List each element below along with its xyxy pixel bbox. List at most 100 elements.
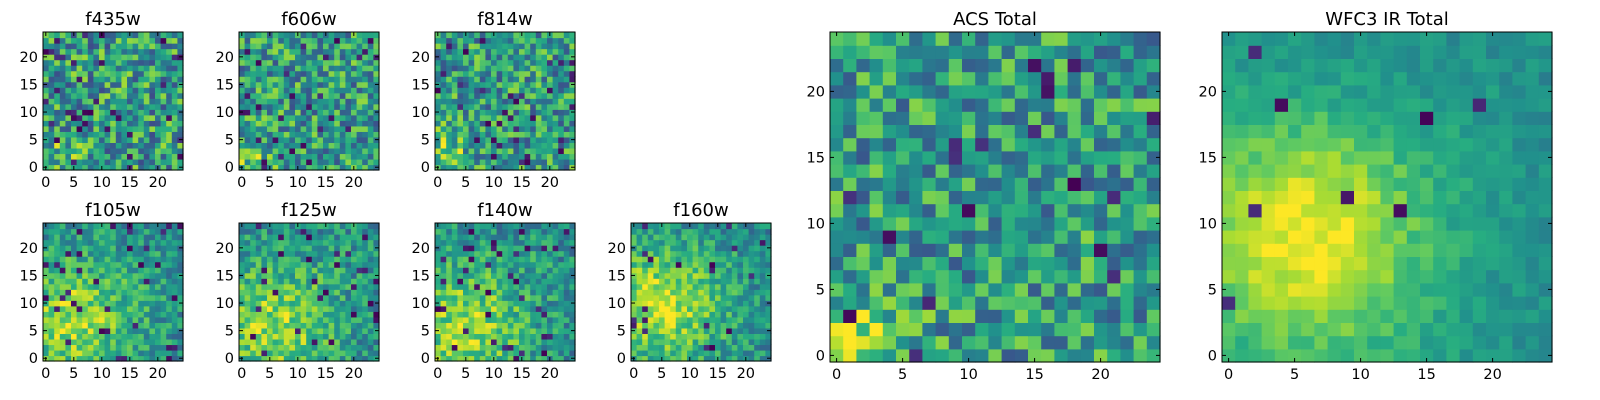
heatmap-cell bbox=[59, 300, 66, 307]
heatmap-cell bbox=[552, 294, 559, 301]
heatmap-cell bbox=[87, 272, 94, 279]
heatmap-cell bbox=[171, 239, 178, 246]
heatmap-cell bbox=[748, 349, 755, 357]
heatmap-cell bbox=[485, 125, 492, 132]
heatmap-cell bbox=[446, 261, 453, 268]
heatmap-cell bbox=[317, 278, 324, 285]
heatmap-cell bbox=[507, 120, 514, 127]
heatmap-cell bbox=[642, 283, 649, 290]
heatmap-cell bbox=[351, 109, 358, 116]
heatmap-cell bbox=[653, 300, 660, 307]
heatmap-cell bbox=[962, 256, 976, 271]
heatmap-cell bbox=[524, 305, 531, 312]
heatmap-cell bbox=[272, 333, 279, 340]
heatmap-cell bbox=[446, 98, 453, 105]
heatmap-cell bbox=[351, 103, 358, 110]
heatmap-cell bbox=[692, 223, 699, 230]
heatmap-cell bbox=[99, 349, 106, 357]
heatmap-cell bbox=[440, 250, 447, 257]
heatmap-cell bbox=[93, 267, 100, 274]
heatmap-cell bbox=[670, 311, 677, 318]
heatmap-cell bbox=[558, 338, 565, 346]
y-tick-label: 20 bbox=[20, 241, 38, 257]
heatmap-cell bbox=[110, 59, 117, 66]
heatmap-cell bbox=[547, 76, 554, 83]
heatmap-cell bbox=[513, 261, 520, 268]
heatmap-cell bbox=[463, 114, 470, 121]
heatmap-cell bbox=[457, 87, 464, 94]
heatmap-cell bbox=[65, 70, 72, 77]
heatmap-cell bbox=[446, 131, 453, 138]
panel-title: f435w bbox=[85, 9, 140, 30]
heatmap-cell bbox=[731, 289, 738, 296]
heatmap-cell bbox=[748, 250, 755, 257]
heatmap-cell bbox=[513, 48, 520, 55]
heatmap-cell bbox=[485, 43, 492, 50]
heatmap-cell bbox=[569, 76, 576, 83]
heatmap-cell bbox=[143, 333, 150, 340]
heatmap-cell bbox=[547, 300, 554, 307]
heatmap-cell bbox=[143, 250, 150, 257]
heatmap-cell bbox=[250, 76, 257, 83]
heatmap-cell bbox=[289, 300, 296, 307]
heatmap-cell bbox=[463, 294, 470, 301]
heatmap-cell bbox=[143, 54, 150, 61]
heatmap-cell bbox=[519, 65, 526, 72]
heatmap-cell bbox=[345, 239, 352, 246]
heatmap-cell bbox=[328, 136, 335, 143]
heatmap-cell bbox=[541, 234, 548, 241]
heatmap-cell bbox=[300, 272, 307, 279]
heatmap-cell bbox=[48, 32, 55, 39]
heatmap-cell bbox=[255, 103, 262, 110]
heatmap-cell bbox=[1054, 230, 1069, 244]
heatmap-cell bbox=[110, 125, 117, 132]
heatmap-cell bbox=[171, 333, 178, 340]
heatmap-cell bbox=[715, 311, 722, 318]
heatmap-cell bbox=[558, 109, 565, 116]
heatmap-cell bbox=[311, 234, 318, 241]
heatmap-cell bbox=[748, 344, 755, 351]
heatmap-cell bbox=[451, 239, 458, 246]
heatmap-cell bbox=[558, 48, 565, 55]
heatmap-cell bbox=[255, 239, 262, 246]
heatmap-cell bbox=[138, 316, 145, 323]
heatmap-cell bbox=[317, 338, 324, 346]
heatmap-cell bbox=[440, 234, 447, 241]
heatmap-cell bbox=[513, 109, 520, 116]
heatmap-cell bbox=[127, 76, 134, 83]
heatmap-cell bbox=[104, 92, 111, 99]
heatmap-cell bbox=[362, 131, 369, 138]
heatmap-cell bbox=[698, 344, 705, 351]
heatmap-cell bbox=[115, 250, 122, 257]
heatmap-cell bbox=[485, 92, 492, 99]
heatmap-cell bbox=[356, 245, 363, 252]
heatmap-cell bbox=[255, 87, 262, 94]
heatmap-cell bbox=[261, 344, 268, 351]
heatmap-cell bbox=[250, 338, 257, 346]
heatmap-cell bbox=[283, 283, 290, 290]
heatmap-cell bbox=[261, 48, 268, 55]
heatmap-cell bbox=[496, 344, 503, 351]
heatmap-cell bbox=[65, 267, 72, 274]
heatmap-cell bbox=[138, 65, 145, 72]
heatmap-cell bbox=[138, 261, 145, 268]
heatmap-cell bbox=[127, 278, 134, 285]
heatmap-cell bbox=[720, 311, 727, 318]
heatmap-cell bbox=[446, 76, 453, 83]
heatmap-cell bbox=[160, 256, 167, 263]
heatmap-cell bbox=[345, 70, 352, 77]
heatmap-cell bbox=[160, 322, 167, 329]
heatmap-cell bbox=[345, 92, 352, 99]
heatmap-cell bbox=[479, 223, 486, 230]
heatmap-cell bbox=[1094, 256, 1108, 271]
heatmap-cell bbox=[104, 43, 111, 50]
heatmap-cell bbox=[485, 147, 492, 155]
heatmap-cell bbox=[339, 239, 346, 246]
heatmap-cell bbox=[160, 43, 167, 50]
heatmap-cell bbox=[507, 256, 514, 263]
heatmap-cell bbox=[110, 355, 117, 362]
heatmap-cell bbox=[87, 142, 94, 149]
heatmap-cell bbox=[110, 311, 117, 318]
heatmap-cell bbox=[440, 294, 447, 301]
heatmap-cell bbox=[496, 278, 503, 285]
